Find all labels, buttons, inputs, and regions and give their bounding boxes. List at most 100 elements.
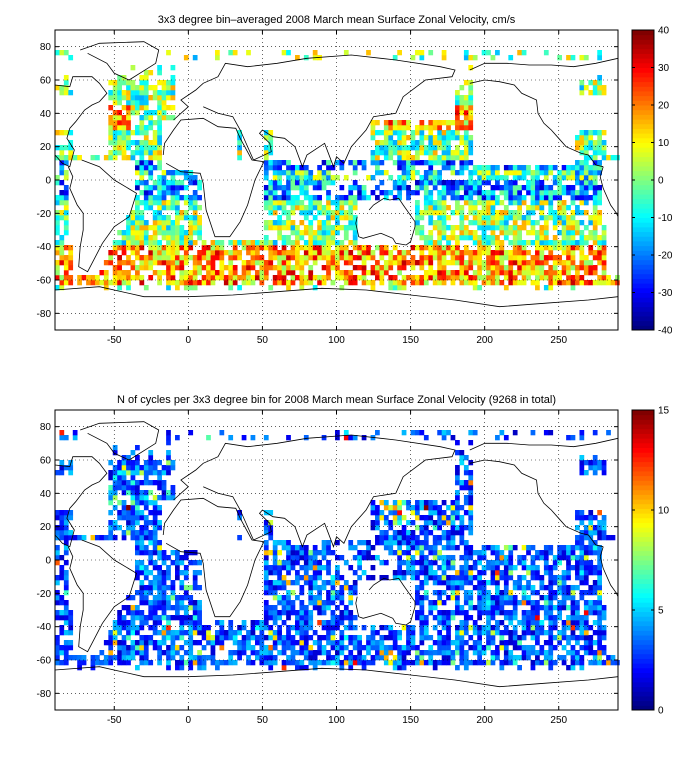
data-cell — [419, 600, 425, 606]
data-cell — [552, 165, 558, 171]
data-cell — [286, 655, 291, 661]
data-cell — [490, 610, 496, 616]
data-cell — [583, 560, 589, 566]
data-cell — [183, 55, 189, 61]
data-cell — [455, 590, 460, 596]
data-cell — [463, 50, 469, 56]
data-cell — [90, 660, 96, 666]
data-cell — [535, 620, 540, 626]
data-cell — [272, 180, 278, 186]
data-cell — [437, 525, 442, 531]
data-cell — [508, 575, 514, 581]
data-cell — [317, 185, 322, 191]
data-cell — [179, 245, 185, 251]
data-cell — [143, 525, 149, 531]
data-cell — [535, 175, 540, 181]
data-cell — [321, 275, 327, 281]
data-cell — [503, 185, 509, 191]
data-cell — [295, 610, 300, 616]
data-cell — [343, 280, 349, 286]
data-cell — [130, 230, 136, 236]
data-cell — [477, 575, 482, 581]
data-cell — [157, 565, 162, 571]
data-cell — [348, 625, 354, 631]
data-cell — [250, 650, 256, 656]
data-cell — [281, 595, 287, 601]
data-cell — [579, 80, 585, 86]
data-cell — [490, 570, 496, 576]
data-cell — [112, 465, 118, 471]
data-cell — [286, 210, 291, 216]
data-cell — [335, 605, 340, 611]
data-cell — [566, 260, 571, 266]
data-cell — [397, 660, 402, 666]
data-cell — [139, 245, 145, 251]
data-cell — [481, 545, 487, 551]
data-cell — [303, 610, 309, 616]
data-cell — [592, 600, 598, 606]
data-cell — [570, 230, 576, 236]
data-cell — [446, 640, 451, 646]
data-cell — [352, 580, 358, 586]
colorbar-step — [632, 311, 654, 317]
data-cell — [348, 255, 354, 261]
data-cell — [166, 465, 171, 471]
data-cell — [512, 610, 518, 616]
data-cell — [268, 610, 274, 616]
data-cell — [366, 640, 371, 646]
data-cell — [348, 275, 354, 281]
data-cell — [112, 470, 118, 476]
data-cell — [477, 275, 482, 281]
data-cell — [228, 50, 234, 56]
data-cell — [601, 130, 607, 136]
data-cell — [410, 630, 416, 636]
data-cell — [539, 645, 545, 651]
data-cell — [432, 140, 438, 146]
data-cell — [455, 275, 460, 281]
data-cell — [343, 660, 349, 666]
data-cell — [468, 475, 474, 481]
data-cell — [601, 225, 607, 231]
data-cell — [517, 635, 522, 641]
data-cell — [112, 110, 118, 116]
data-cell — [223, 660, 229, 666]
data-cell — [463, 575, 469, 581]
data-cell — [166, 460, 171, 466]
data-cell — [450, 655, 456, 661]
data-cell — [286, 180, 291, 186]
data-cell — [312, 660, 318, 666]
data-cell — [68, 250, 74, 256]
data-cell — [108, 115, 114, 121]
data-cell — [397, 195, 402, 201]
data-cell — [588, 215, 594, 221]
data-cell — [290, 625, 296, 631]
data-cell — [166, 250, 171, 256]
data-cell — [450, 245, 456, 251]
data-cell — [428, 610, 434, 616]
data-cell — [286, 645, 291, 651]
colorbar-step — [632, 630, 654, 636]
data-cell — [468, 125, 474, 131]
data-cell — [499, 215, 505, 221]
data-cell — [495, 650, 500, 656]
data-cell — [459, 255, 465, 261]
data-cell — [343, 260, 349, 266]
data-cell — [521, 555, 527, 561]
data-cell — [321, 205, 327, 211]
data-cell — [455, 115, 460, 121]
data-cell — [455, 515, 460, 521]
data-cell — [383, 135, 389, 141]
data-cell — [152, 515, 158, 521]
data-cell — [232, 640, 238, 646]
data-cell — [148, 145, 154, 151]
data-cell — [157, 545, 162, 551]
data-cell — [179, 170, 185, 176]
data-cell — [161, 635, 167, 641]
data-cell — [117, 480, 122, 486]
data-cell — [326, 200, 331, 206]
data-cell — [175, 185, 180, 191]
data-cell — [192, 275, 198, 281]
data-cell — [361, 550, 367, 556]
data-cell — [352, 280, 358, 286]
data-cell — [490, 240, 496, 246]
